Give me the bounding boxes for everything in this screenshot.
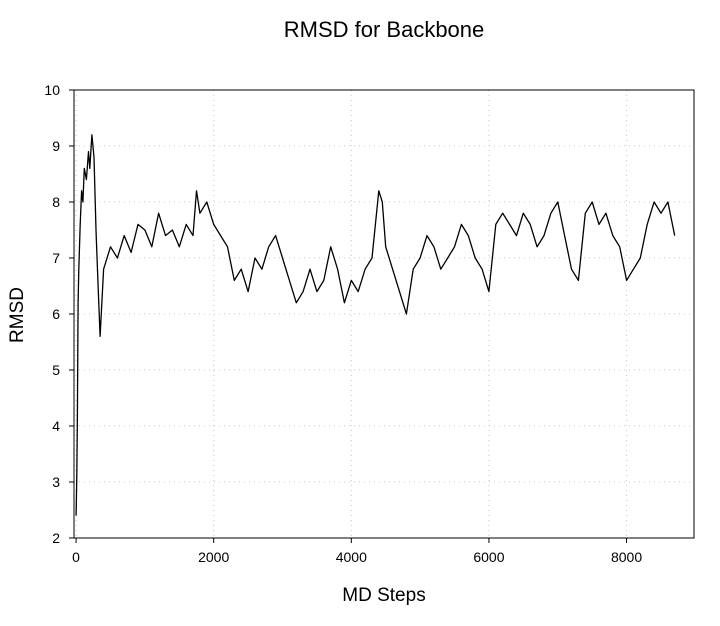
y-tick-label: 2 bbox=[52, 530, 60, 546]
y-tick-label: 8 bbox=[52, 194, 60, 210]
y-axis: 2 3 4 5 6 7 8 9 10 bbox=[44, 82, 74, 546]
series-line bbox=[75, 134, 676, 516]
chart-title: RMSD for Backbone bbox=[284, 17, 485, 42]
y-tick-label: 7 bbox=[52, 250, 60, 266]
x-tick-label: 0 bbox=[72, 549, 80, 565]
series-layer bbox=[75, 134, 676, 516]
x-axis: 0 2000 4000 6000 8000 bbox=[72, 538, 642, 565]
x-tick-label: 4000 bbox=[336, 549, 367, 565]
y-tick-label: 5 bbox=[52, 362, 60, 378]
y-tick-label: 10 bbox=[44, 82, 60, 98]
y-tick-label: 4 bbox=[52, 418, 60, 434]
y-tick-label: 3 bbox=[52, 474, 60, 490]
y-tick-label: 6 bbox=[52, 306, 60, 322]
x-tick-label: 6000 bbox=[473, 549, 504, 565]
x-tick-label: 2000 bbox=[198, 549, 229, 565]
x-tick-label: 8000 bbox=[611, 549, 642, 565]
y-tick-label: 9 bbox=[52, 138, 60, 154]
y-axis-label: RMSD bbox=[7, 287, 28, 343]
x-axis-label: MD Steps bbox=[342, 585, 425, 606]
grid-layer bbox=[74, 90, 694, 538]
